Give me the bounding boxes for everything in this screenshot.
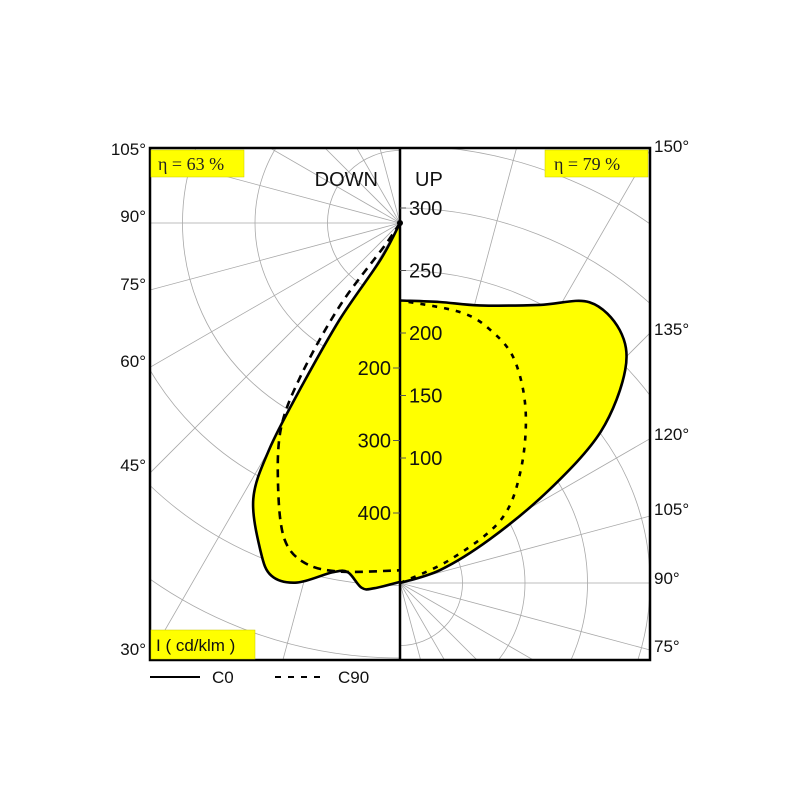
legend-c0-label: C0 — [212, 668, 234, 687]
down-label: DOWN — [315, 169, 378, 191]
down-c90-curve — [276, 222, 400, 574]
down-radial-ticks: 200 300 400 — [358, 358, 400, 525]
legend: C0 C90 — [150, 668, 369, 687]
unit-box — [150, 629, 256, 660]
legend-c90-label: C90 — [338, 668, 369, 687]
svg-text:105°: 105° — [111, 140, 146, 159]
svg-text:135°: 135° — [654, 320, 689, 339]
svg-text:200: 200 — [409, 323, 442, 345]
down-c0-curve — [251, 222, 400, 591]
down-efficiency-box — [150, 149, 245, 178]
svg-text:100: 100 — [409, 448, 442, 470]
up-c90-curve — [400, 299, 528, 585]
origin-dot — [397, 220, 403, 226]
down-efficiency: η = 63 % — [158, 154, 224, 174]
up-radial-ticks: 300 250 200 150 100 — [400, 198, 442, 470]
svg-text:300: 300 — [358, 431, 391, 453]
up-c0-curve — [400, 299, 628, 585]
svg-text:250: 250 — [409, 261, 442, 283]
svg-text:30°: 30° — [120, 640, 146, 659]
svg-text:90°: 90° — [120, 207, 146, 226]
up-angle-labels: 150° 135° 120° 105° 90° 75° — [654, 137, 689, 656]
up-efficiency-box — [544, 149, 649, 178]
down-angle-labels: 105° 90° 75° 60° 45° 30° — [111, 140, 146, 659]
svg-text:200: 200 — [358, 358, 391, 380]
svg-text:300: 300 — [409, 198, 442, 220]
up-label: UP — [415, 169, 443, 191]
svg-text:90°: 90° — [654, 569, 680, 588]
svg-text:105°: 105° — [654, 500, 689, 519]
svg-text:75°: 75° — [654, 637, 680, 656]
up-efficiency: η = 79 % — [554, 154, 620, 174]
svg-text:150°: 150° — [654, 137, 689, 156]
svg-text:45°: 45° — [120, 456, 146, 475]
svg-text:400: 400 — [358, 503, 391, 525]
svg-text:75°: 75° — [120, 275, 146, 294]
svg-text:60°: 60° — [120, 352, 146, 371]
svg-text:120°: 120° — [654, 425, 689, 444]
svg-text:150: 150 — [409, 386, 442, 408]
down-c0-fill — [253, 223, 400, 590]
up-c0-fill — [400, 300, 627, 583]
unit-label: I ( cd/klm ) — [156, 636, 235, 655]
